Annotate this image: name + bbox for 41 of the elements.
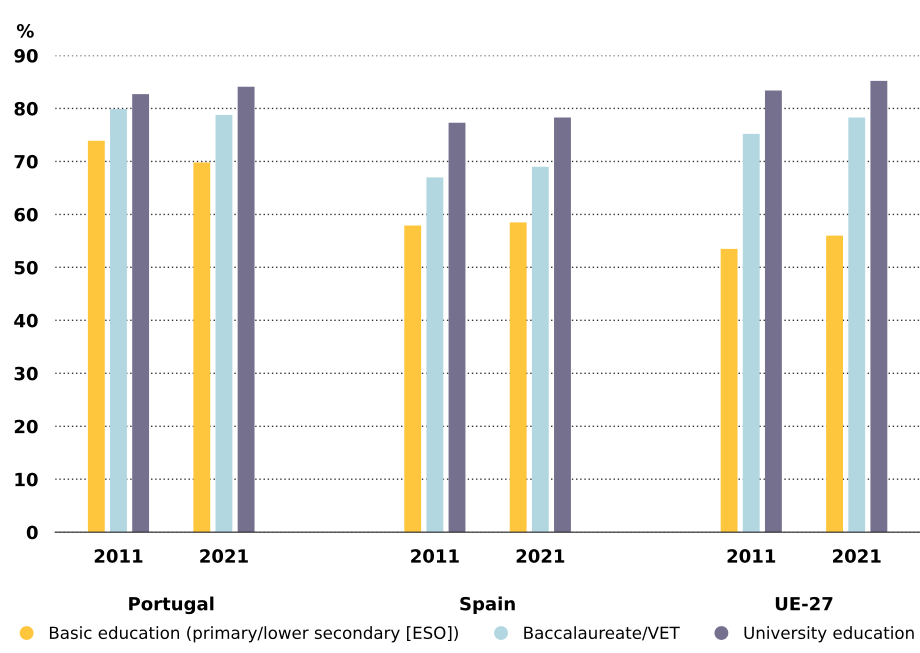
y-axis-title: % [16, 24, 34, 38]
y-tick-label: 50 [14, 260, 38, 274]
bar [110, 109, 127, 532]
x-tick-label: 2021 [516, 549, 564, 563]
bar [510, 222, 527, 532]
bar [848, 117, 866, 532]
bar [720, 248, 738, 532]
x-tick-label: 2021 [833, 549, 881, 563]
bar [132, 94, 150, 532]
legend-label: University education [744, 626, 914, 642]
x-tick-label: 2021 [200, 549, 248, 563]
text: Portugal [129, 596, 214, 614]
bar [742, 134, 760, 532]
bar [404, 226, 422, 532]
x-tick-label: 2011 [728, 549, 776, 563]
text: Spain [460, 596, 515, 614]
y-tick-label: 80 [14, 102, 38, 116]
y-tick-label: 10 [15, 472, 38, 486]
y-tick-label: 30 [14, 366, 38, 380]
bar [870, 80, 888, 532]
legend-label: Baccalaureate/VET [524, 626, 680, 640]
legend-label: Basic education (primary/lower secondary [ESO]) [50, 626, 458, 642]
y-tick-label: 0 [26, 526, 38, 540]
y-tick-label: 90 [14, 48, 38, 63]
x-tick-label: 2011 [411, 549, 459, 563]
y-tick-label: 40 [14, 314, 38, 328]
y-tick-label: 60 [14, 208, 38, 222]
bar [448, 122, 466, 532]
bar [426, 177, 444, 532]
bar [764, 90, 782, 532]
bar [826, 236, 844, 532]
y-tick-label: 20 [14, 420, 38, 434]
bar [193, 162, 210, 532]
bar [554, 117, 571, 532]
bar [532, 166, 549, 532]
bar [216, 114, 232, 532]
text: UE-27 [776, 596, 832, 611]
x-tick-label: 2011 [94, 549, 142, 563]
bar [88, 140, 105, 532]
bar [238, 86, 255, 532]
y-tick-label: 70 [14, 154, 38, 169]
